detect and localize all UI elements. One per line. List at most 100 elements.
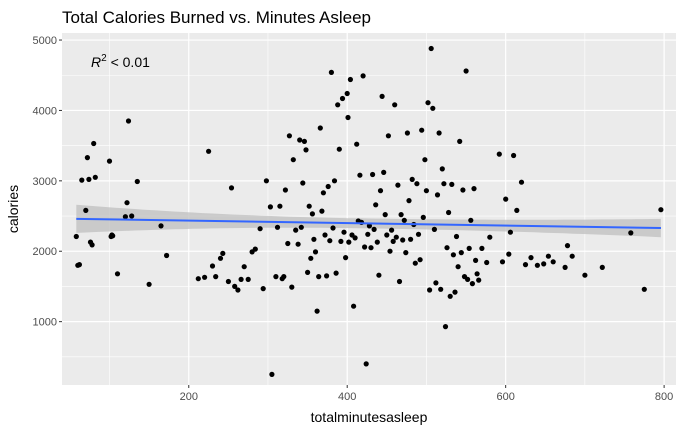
data-point xyxy=(406,198,412,204)
data-point xyxy=(298,224,304,230)
data-point xyxy=(422,157,428,163)
y-tick-label: 1000 xyxy=(33,317,57,329)
x-tick-label: 600 xyxy=(496,391,514,403)
data-point xyxy=(417,257,423,263)
data-point xyxy=(487,234,493,240)
data-point xyxy=(89,242,95,248)
data-point xyxy=(371,226,377,232)
data-point xyxy=(206,148,212,154)
data-point xyxy=(550,259,556,265)
data-point xyxy=(387,248,393,254)
data-point xyxy=(541,261,547,267)
data-point xyxy=(458,250,464,256)
data-point xyxy=(641,286,647,292)
data-point xyxy=(439,166,445,172)
data-point xyxy=(528,255,534,261)
data-point xyxy=(484,259,490,266)
y-tick-label: 5000 xyxy=(33,35,57,47)
data-point xyxy=(228,185,235,191)
data-point xyxy=(225,278,231,285)
data-point xyxy=(447,293,453,299)
data-point xyxy=(506,251,512,257)
data-point xyxy=(351,303,357,309)
data-point xyxy=(396,278,403,285)
data-point xyxy=(430,105,436,111)
data-point xyxy=(479,245,485,251)
data-point xyxy=(306,203,312,209)
data-point xyxy=(463,68,469,74)
data-point xyxy=(274,224,281,230)
data-point xyxy=(79,177,85,183)
data-point xyxy=(420,214,426,220)
data-point xyxy=(363,361,369,367)
data-point xyxy=(360,73,366,79)
data-point xyxy=(282,187,288,193)
data-point xyxy=(269,371,275,377)
x-axis-ticks: 200 400 600 800 xyxy=(180,385,673,403)
data-point xyxy=(449,181,455,187)
data-point xyxy=(518,179,525,185)
data-point xyxy=(423,188,429,194)
data-point xyxy=(336,146,342,152)
y-tick-label: 4000 xyxy=(33,105,57,117)
r-squared-value: < 0.01 xyxy=(107,54,150,70)
data-point xyxy=(158,223,164,229)
data-point xyxy=(347,76,353,83)
y-axis-ticks: 1000 2000 3000 4000 5000 xyxy=(33,35,62,329)
data-point xyxy=(450,252,456,258)
data-point xyxy=(260,286,266,292)
data-point xyxy=(346,239,352,245)
data-point xyxy=(496,151,502,157)
data-point xyxy=(92,174,98,180)
data-point xyxy=(352,235,358,241)
data-point xyxy=(419,127,425,133)
data-point xyxy=(446,209,452,216)
data-point xyxy=(273,274,279,280)
data-point xyxy=(522,262,529,268)
data-point xyxy=(444,245,450,251)
data-point xyxy=(474,271,480,277)
data-point xyxy=(110,233,116,239)
data-point xyxy=(220,250,226,256)
data-point xyxy=(286,133,292,139)
data-point xyxy=(73,233,79,240)
data-point xyxy=(343,255,349,261)
data-point xyxy=(252,246,258,252)
data-point xyxy=(403,250,409,256)
data-point xyxy=(510,152,517,159)
data-point xyxy=(331,178,338,184)
chart-title: Total Calories Burned vs. Minutes Asleep xyxy=(62,8,371,27)
data-point xyxy=(457,138,463,144)
y-axis-title: calories xyxy=(5,185,21,233)
data-point xyxy=(125,118,132,124)
data-point xyxy=(409,176,415,182)
data-point xyxy=(319,208,325,214)
data-point xyxy=(389,227,395,233)
plot-panel xyxy=(62,33,676,385)
data-point xyxy=(285,240,291,247)
x-axis-title: totalminutesasleep xyxy=(311,409,428,425)
data-point xyxy=(301,138,307,144)
data-point xyxy=(368,245,374,251)
data-point xyxy=(341,229,347,235)
data-point xyxy=(401,217,407,223)
data-point xyxy=(415,231,422,237)
data-point xyxy=(293,227,299,233)
data-point xyxy=(428,45,434,52)
data-point xyxy=(514,207,520,213)
data-point xyxy=(658,207,664,213)
data-point xyxy=(460,187,466,193)
data-point xyxy=(232,283,238,289)
data-point xyxy=(434,192,441,198)
data-point xyxy=(106,158,113,164)
data-point xyxy=(235,287,241,293)
data-points xyxy=(73,45,664,377)
data-point xyxy=(599,264,605,270)
data-point xyxy=(277,203,283,209)
data-point xyxy=(300,180,306,186)
data-point xyxy=(569,253,575,259)
data-point xyxy=(114,271,121,277)
data-point xyxy=(245,276,251,282)
data-point xyxy=(412,260,418,266)
